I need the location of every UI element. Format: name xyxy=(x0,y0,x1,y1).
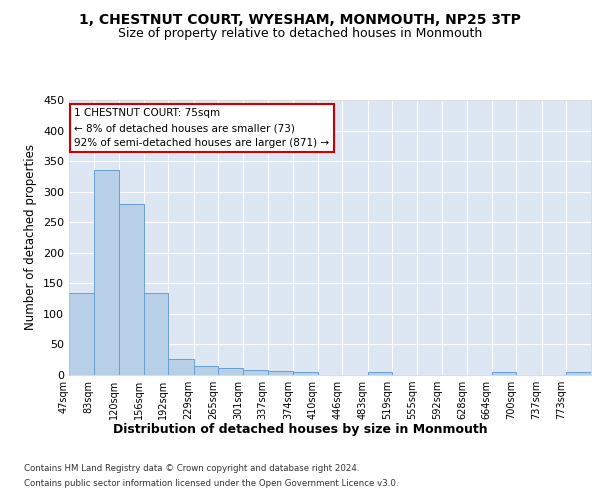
Bar xyxy=(243,370,268,375)
Text: 1, CHESTNUT COURT, WYESHAM, MONMOUTH, NP25 3TP: 1, CHESTNUT COURT, WYESHAM, MONMOUTH, NP… xyxy=(79,12,521,26)
Bar xyxy=(368,372,392,375)
Text: Distribution of detached houses by size in Monmouth: Distribution of detached houses by size … xyxy=(113,422,487,436)
Text: Size of property relative to detached houses in Monmouth: Size of property relative to detached ho… xyxy=(118,28,482,40)
Bar xyxy=(69,292,94,375)
Bar xyxy=(566,372,591,375)
Bar xyxy=(143,292,169,375)
Bar xyxy=(94,170,119,375)
Bar xyxy=(119,204,143,375)
Bar xyxy=(194,366,218,375)
Bar xyxy=(268,372,293,375)
Y-axis label: Number of detached properties: Number of detached properties xyxy=(25,144,37,330)
Bar xyxy=(218,368,243,375)
Text: Contains public sector information licensed under the Open Government Licence v3: Contains public sector information licen… xyxy=(24,479,398,488)
Bar xyxy=(169,358,194,375)
Bar xyxy=(293,372,317,375)
Text: 1 CHESTNUT COURT: 75sqm
← 8% of detached houses are smaller (73)
92% of semi-det: 1 CHESTNUT COURT: 75sqm ← 8% of detached… xyxy=(74,108,329,148)
Bar xyxy=(491,372,517,375)
Text: Contains HM Land Registry data © Crown copyright and database right 2024.: Contains HM Land Registry data © Crown c… xyxy=(24,464,359,473)
